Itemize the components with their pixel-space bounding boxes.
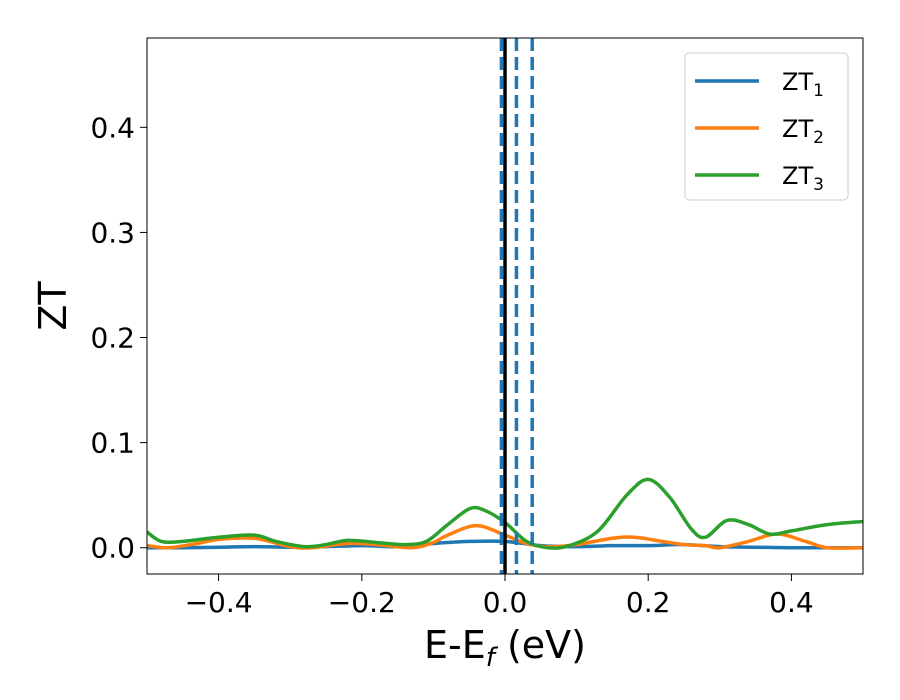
x-axis-label: E-Ef (eV) — [424, 623, 586, 673]
y-axis-label: ZT — [31, 281, 75, 331]
x-tick-label: −0.2 — [328, 586, 396, 619]
legend-box — [684, 52, 849, 201]
x-tick-label: 0.4 — [769, 586, 814, 619]
x-tick-label: 0.0 — [483, 586, 528, 619]
x-tick-label: −0.4 — [185, 586, 253, 619]
y-tick-label: 0.3 — [90, 216, 135, 249]
y-axis-ticks: 0.0 0.1 0.2 0.3 0.4 — [90, 111, 147, 565]
legend: ZT1 ZT2 ZT3 — [684, 52, 849, 201]
legend-label-zt1: ZT1 — [782, 68, 824, 101]
y-tick-label: 0.4 — [90, 111, 135, 144]
y-tick-label: 0.0 — [90, 532, 135, 565]
legend-label-zt3: ZT3 — [782, 162, 824, 195]
legend-label-zt2: ZT2 — [782, 115, 824, 148]
x-tick-label: 0.2 — [626, 586, 671, 619]
plot-content — [147, 38, 863, 574]
y-tick-label: 0.2 — [90, 322, 135, 355]
y-tick-label: 0.1 — [90, 427, 135, 460]
x-axis-ticks: −0.4 −0.2 0.0 0.2 0.4 — [185, 574, 814, 619]
